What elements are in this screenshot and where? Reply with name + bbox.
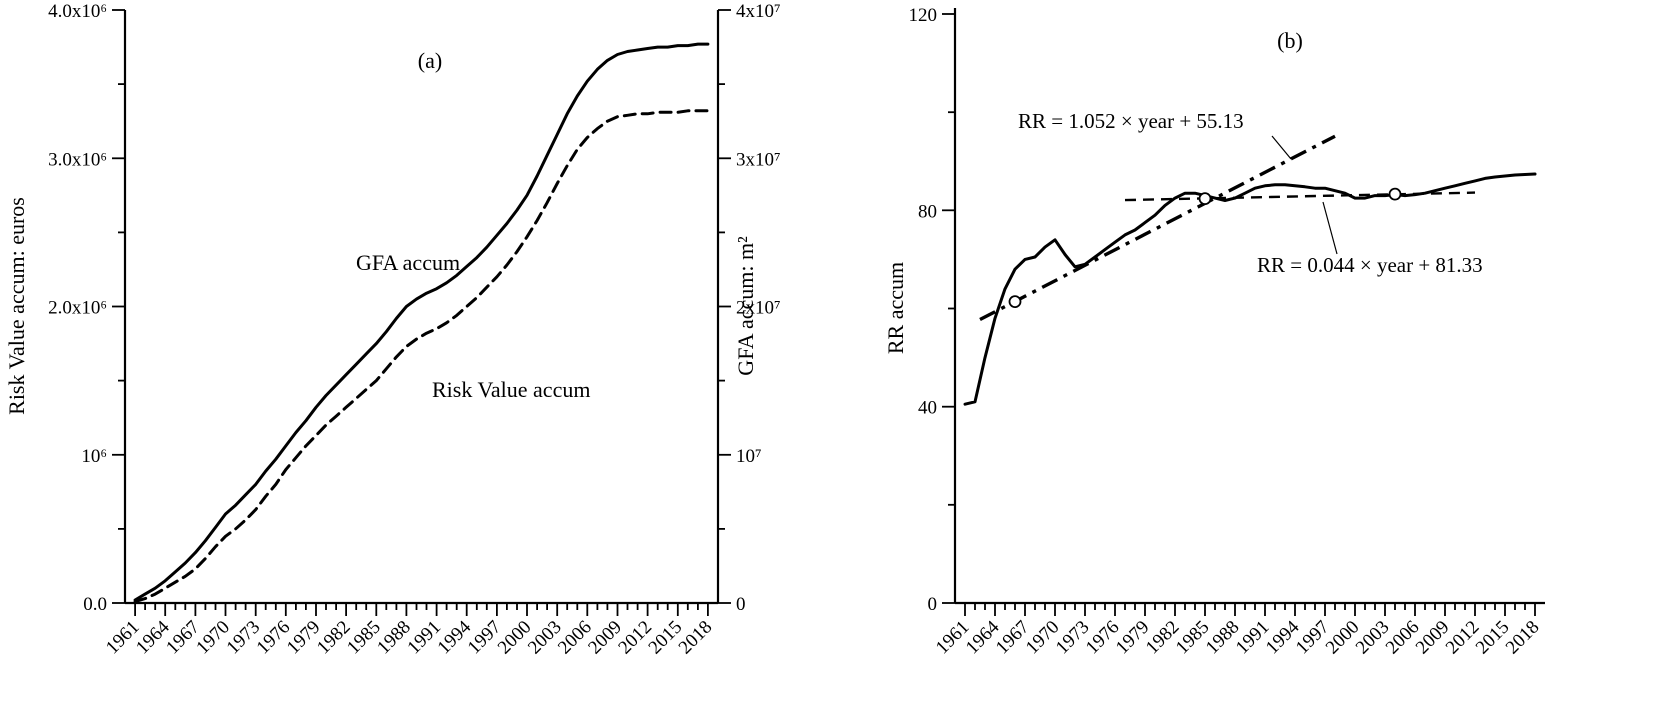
panel-a-x-tick-label: 2018 (675, 617, 717, 659)
intersection-marker (1388, 187, 1402, 201)
panel-a-left-y-tick-label: 4.0x10⁶ (48, 1, 107, 22)
panel-a-right-y-tick-label: 2x10⁷ (736, 298, 781, 319)
chart-dynamic-layer: 1961196419671970197319761979198219851988… (48, 1, 1545, 658)
rr-accum-curve (963, 172, 1537, 406)
panel-b-y-tick-label: 40 (918, 398, 937, 419)
panel-b-y-tick-label: 120 (909, 5, 938, 26)
fit-equation-2: RR = 0.044 × year + 81.33 (1257, 253, 1483, 277)
panel-a-right-y-tick-label: 0 (736, 594, 746, 615)
panel-b-x-tick-label: 2018 (1502, 617, 1544, 659)
panel-a-left-axis-title: Risk Value accum: euros (4, 197, 29, 415)
panel-a-right-y-tick-label: 4x10⁷ (736, 1, 781, 22)
panel-b-y-axis-title: RR accum (883, 262, 908, 354)
fit-equation-1: RR = 1.052 × year + 55.13 (1018, 109, 1244, 133)
equation-2-leader-line (1322, 201, 1338, 255)
intersection-marker (1008, 295, 1022, 309)
panel-a-left-y-tick-label: 2.0x10⁶ (48, 298, 107, 319)
risk-value-series-label: Risk Value accum (432, 377, 590, 402)
gfa-series-label: GFA accum (356, 250, 460, 275)
panel-a-right-axis-title: GFA accum: m² (733, 236, 758, 376)
panel-a-right-y-tick-label: 10⁷ (736, 446, 762, 467)
panel-a-left-y-tick-label: 3.0x10⁶ (48, 149, 107, 170)
equation-1-leader-line (1271, 135, 1292, 160)
panel-b-label: (b) (1277, 28, 1303, 53)
fit-line-1 (979, 134, 1336, 322)
fit-line-2 (1124, 191, 1476, 202)
risk-value-accum-curve (133, 109, 710, 603)
panel-a-right-y-tick-label: 3x10⁷ (736, 149, 781, 170)
panel-b-y-tick-label: 0 (928, 594, 938, 615)
panel-a-left-y-tick-label: 10⁶ (81, 446, 107, 467)
panel-b-y-tick-label: 80 (918, 201, 937, 222)
panel-a-label: (a) (418, 48, 442, 73)
panel-a-left-y-tick-label: 0.0 (83, 594, 107, 615)
intersection-marker (1198, 192, 1212, 206)
gfa-accum-curve (133, 42, 710, 602)
